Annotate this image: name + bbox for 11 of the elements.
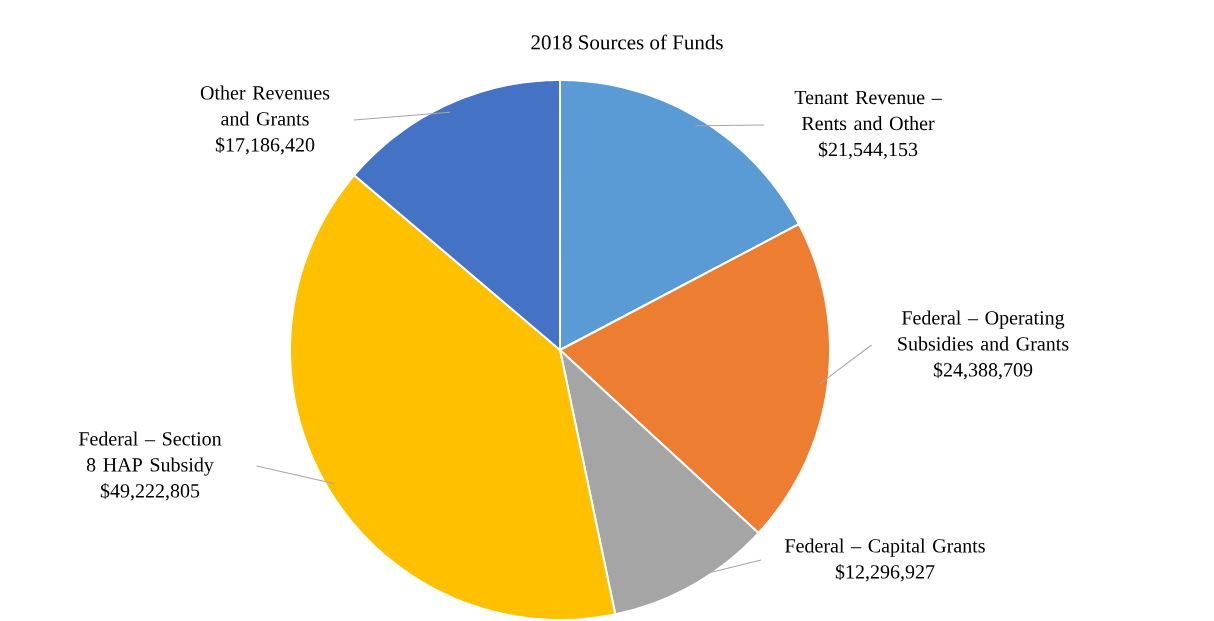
data-label: $17,186,420 — [215, 136, 315, 155]
chart-title: 2018 Sources of Funds — [531, 34, 723, 50]
slice-label: Tenant Revenue – Rents and Other — [794, 90, 942, 131]
slice-label: Federal – Operating Subsidies and Grants — [898, 310, 1069, 351]
slice-label: Other Revenues and Grants — [200, 85, 330, 126]
data-label: $12,296,927 — [835, 563, 935, 582]
data-label: $24,388,709 — [933, 361, 1033, 380]
slice-label: Federal – Section 8 HAP Subsidy — [78, 431, 222, 476]
data-label: $21,544,153 — [818, 141, 918, 160]
data-label: $49,222,805 — [100, 482, 200, 501]
slice-label: Federal – Capital Grants — [785, 538, 985, 557]
